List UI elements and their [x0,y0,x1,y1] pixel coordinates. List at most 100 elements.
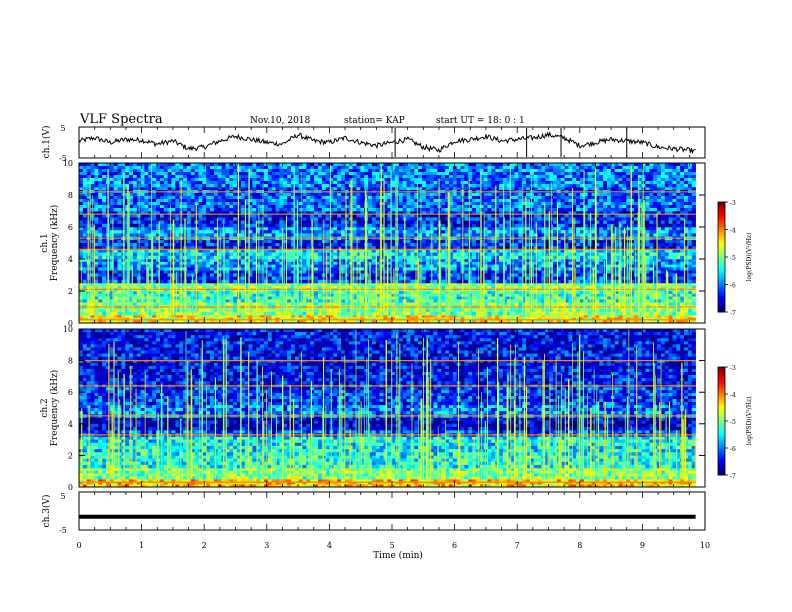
spectrogram-cell [572,320,577,324]
spectrogram-cell [132,227,138,231]
spectrogram-cell [283,230,288,234]
spectrogram-cell [502,279,508,284]
spectrogram-cell [321,317,326,321]
spectrogram-cell [198,299,203,303]
spectrogram-cell [483,243,488,247]
spectrogram-cell [175,267,180,271]
spectrogram-cell [614,233,619,237]
spectrogram-cell [614,255,619,260]
spectrogram-cell [522,259,527,263]
spectrogram-cell [186,302,192,306]
spectrogram-cell [433,252,438,257]
spectrogram-cell [94,311,99,316]
spectrogram-cell [391,233,396,237]
spectrogram-cell [660,293,666,297]
spectrogram-cell [687,276,693,281]
spectrogram-cell [325,255,330,260]
spectrogram-cell [152,267,157,271]
spectrogram-cell [175,243,180,247]
spectrogram-cell [483,249,488,253]
spectrogram-cell [263,279,269,284]
spectrogram-cell [256,283,261,286]
spectrogram-cell [514,311,519,316]
spectrogram-cell [425,291,430,295]
spectrogram-cell [375,239,380,244]
spectrogram-cell [360,273,365,277]
spectrogram-cell [418,270,423,274]
spectrogram-cell [206,252,211,257]
spectrogram-cell [495,261,500,265]
spectrogram-cell [680,296,685,300]
spectrogram-cell [626,276,631,281]
spectrogram-cell [502,259,508,263]
spectrogram-cell [302,239,307,244]
spectrogram-cell [549,239,554,244]
spectrogram-cell [418,233,423,237]
spectrogram-cell [441,283,446,286]
spectrogram-cell [518,296,523,300]
spectrogram-cell [614,311,619,316]
spectrogram-cell [344,239,350,244]
spectrogram-cell [499,261,504,265]
spectrogram-cell [325,227,330,231]
spectrogram-cell [360,308,365,313]
spectrogram-cell [441,270,446,274]
spectrogram-cell [206,267,211,271]
spectrogram-cell [549,317,554,321]
spectrogram-cell [595,315,600,318]
spectrogram-cell [387,239,392,244]
spectrogram-cell [645,243,650,247]
spectrogram-cell [425,315,430,318]
spectrogram-cell [568,239,573,244]
spectrogram-cell [395,315,400,318]
spectrogram-cell [271,230,276,234]
spectrogram-cell [233,311,238,316]
spectrogram-cell [541,243,546,247]
spectrogram-cell [337,291,342,295]
spectrogram-cell [618,230,623,234]
spectrogram-cell [275,267,280,271]
spectrogram-cell [163,308,168,313]
spectrogram-cell [391,270,396,274]
spectrogram-cell [275,255,280,260]
spectrogram-cell [448,264,454,268]
spectrogram-cell [537,320,542,324]
spectrogram-cell [333,233,338,237]
spectrogram-cell [649,293,654,297]
spectrogram-cell [556,293,562,297]
spectrogram-cell [229,230,234,234]
spectrogram-cell [479,233,484,237]
spectrogram-cell [317,259,323,263]
spectrogram-cell [298,246,303,250]
spectrogram-cell [256,255,261,260]
spectrogram-cell [79,276,84,281]
spectrogram-cell [626,264,631,268]
spectrogram-cell [217,252,222,257]
spectrogram-cell [86,308,91,313]
spectrogram-cell [290,296,296,300]
spectrogram-cell [680,243,685,247]
spectrogram-cell [418,308,423,313]
spectrogram-cell [414,246,419,250]
spectrogram-cell [479,279,484,284]
spectrogram-cell [483,261,488,265]
spectrogram-cell [275,285,280,289]
spectrogram-cell [580,270,585,274]
spectrogram-cell [518,267,523,271]
spectrogram-cell [391,267,396,271]
spectrogram-cell [302,267,307,271]
spectrogram-cell [672,283,677,286]
spectrogram-cell [102,249,107,253]
spectrogram-cell [549,261,554,265]
spectrogram-cell [148,243,153,247]
spectrogram-cell [406,243,411,247]
spectrogram-cell [580,227,585,231]
spectrogram-cell [252,302,257,306]
spectrogram-cell [244,227,249,231]
spectrogram-cell [526,255,531,260]
spectrogram-cell [271,233,276,237]
spectrogram-cell [660,249,666,253]
spectrogram-cell [352,243,357,247]
spectrogram-cell [383,233,388,237]
spectrogram-cell [587,259,592,263]
